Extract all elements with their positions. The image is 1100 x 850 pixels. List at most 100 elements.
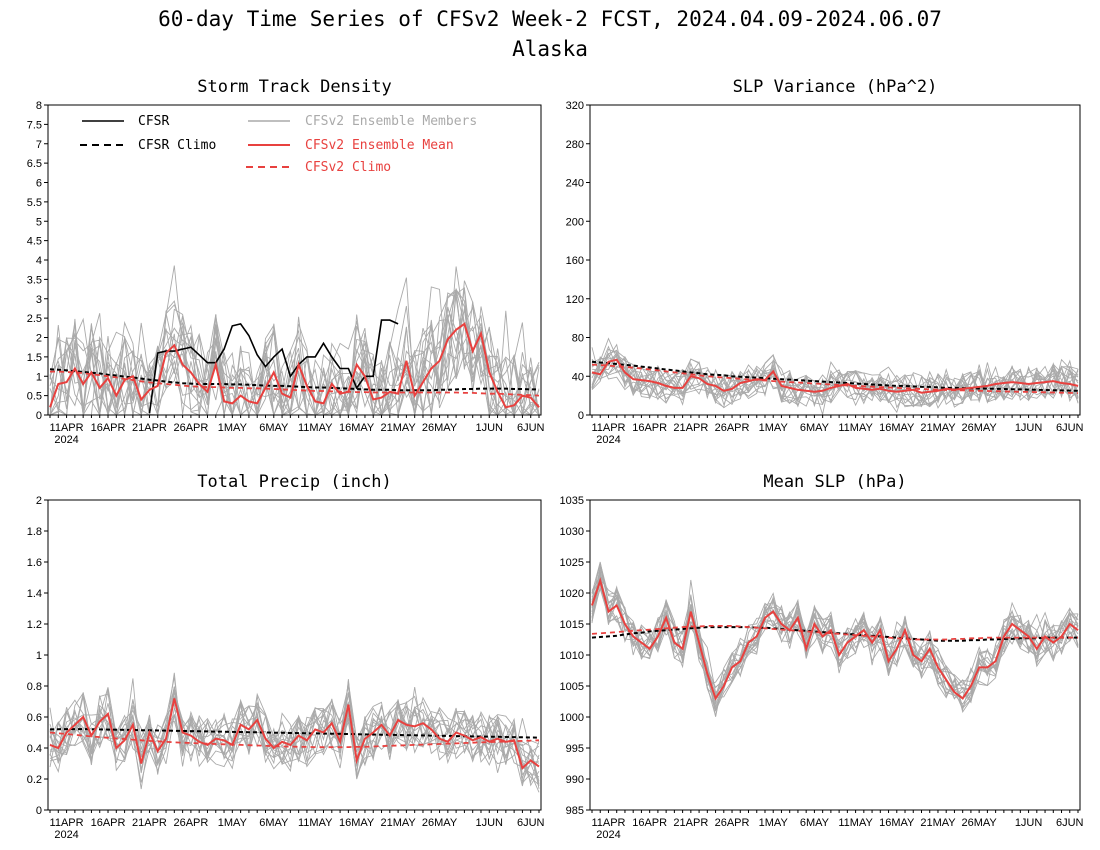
y-tick-label: 1.5 bbox=[27, 352, 42, 364]
x-tick-label: 21MAY bbox=[920, 817, 956, 829]
y-tick-label: 280 bbox=[566, 139, 584, 151]
y-tick-label: 5.5 bbox=[27, 197, 42, 209]
panel-title: Mean SLP (hPa) bbox=[763, 472, 906, 492]
ensemble-member-line bbox=[49, 687, 540, 782]
x-year-label: 2024 bbox=[596, 829, 620, 841]
y-tick-label: 1.8 bbox=[27, 526, 42, 538]
x-tick-label: 11MAY bbox=[298, 817, 333, 829]
y-tick-label: 1025 bbox=[560, 557, 584, 569]
y-tick-label: 3 bbox=[36, 294, 42, 306]
series-cfsr bbox=[148, 319, 399, 414]
figure-title: 60-day Time Series of CFSv2 Week-2 FCST,… bbox=[158, 7, 942, 31]
y-tick-label: 0 bbox=[578, 410, 584, 422]
x-tick-label: 26MAY bbox=[962, 817, 998, 829]
legend-label-members: CFSv2 Ensemble Members bbox=[305, 114, 477, 129]
y-tick-label: 320 bbox=[566, 100, 584, 112]
x-tick-label: 1JUN bbox=[476, 422, 504, 434]
series-cfsr-climo bbox=[49, 728, 540, 739]
ensemble-members bbox=[591, 337, 1079, 417]
plot-frame bbox=[47, 499, 542, 811]
y-tick-label: 5 bbox=[36, 216, 42, 228]
x-tick-label: 21APR bbox=[673, 817, 708, 829]
y-tick-label: 0 bbox=[36, 805, 42, 817]
series-cfsr-climo bbox=[49, 368, 539, 392]
y-tick-label: 3.5 bbox=[27, 274, 42, 286]
ensemble-member-line bbox=[49, 688, 540, 773]
ensemble-member-line bbox=[49, 314, 540, 417]
y-tick-label: 4.5 bbox=[27, 236, 42, 248]
panel-mean-slp: Mean SLP (hPa) 985 990 995 1000 1005 1010 1015 1… bbox=[560, 472, 1084, 841]
ensemble-member-line bbox=[49, 677, 540, 783]
x-tick-label: 1MAY bbox=[759, 817, 789, 829]
panel-slp-variance: SLP Variance (hPa^2) 0 40 80 120 160 200 240 280… bbox=[566, 77, 1084, 446]
x-tick-label: 6MAY bbox=[259, 422, 289, 434]
series-cfsv2-ensemble-mean bbox=[49, 698, 540, 770]
ensemble-member-line bbox=[49, 681, 540, 784]
x-tick-label: 11APR bbox=[50, 817, 84, 829]
y-tick-label: 80 bbox=[572, 333, 584, 345]
y-tick-label: 1010 bbox=[560, 650, 584, 662]
x-tick-label: 1MAY bbox=[759, 422, 789, 434]
series-cfsv2-ensemble-mean bbox=[49, 322, 540, 409]
series-cfsv2-climo bbox=[591, 363, 1079, 394]
y-tick-label: 1.6 bbox=[27, 557, 42, 569]
series-cfsv2-ensemble-mean bbox=[591, 358, 1079, 394]
legend-label-ensemble-mean: CFSv2 Ensemble Mean bbox=[305, 138, 454, 153]
ensemble-members bbox=[49, 672, 540, 793]
x-year-label: 2024 bbox=[54, 829, 78, 841]
y-tick-label: 1000 bbox=[560, 712, 584, 724]
y-tick-label: 8 bbox=[36, 100, 42, 112]
ensemble-member-line bbox=[591, 585, 1079, 705]
panel-total-precip: Total Precip (inch) 0 0.2 0.4 0.6 0.8 1 1.2 1.4 1… bbox=[27, 472, 545, 841]
ensemble-member-line bbox=[49, 289, 540, 417]
x-tick-label: 16MAY bbox=[339, 817, 375, 829]
x-tick-label: 21APR bbox=[673, 422, 708, 434]
x-tick-label: 16MAY bbox=[879, 422, 915, 434]
y-tick-label: 2 bbox=[36, 333, 42, 345]
x-tick-label: 6JUN bbox=[1056, 817, 1084, 829]
x-tick-label: 1MAY bbox=[218, 817, 248, 829]
series-cfsv2-climo bbox=[49, 731, 540, 749]
y-tick-label: 120 bbox=[566, 294, 584, 306]
y-tick-label: 995 bbox=[566, 743, 584, 755]
x-year-label: 2024 bbox=[596, 434, 620, 446]
y-tick-label: 990 bbox=[566, 774, 584, 786]
plot-frame bbox=[589, 499, 1081, 811]
x-tick-label: 26MAY bbox=[422, 422, 458, 434]
series-cfsv2-ensemble-mean bbox=[591, 577, 1079, 701]
y-tick-label: 1.4 bbox=[27, 588, 42, 600]
y-tick-label: 1 bbox=[36, 650, 42, 662]
x-tick-label: 21MAY bbox=[380, 817, 416, 829]
x-tick-label: 21APR bbox=[132, 422, 167, 434]
y-tick-label: 160 bbox=[566, 255, 584, 267]
x-tick-label: 1MAY bbox=[218, 422, 248, 434]
x-tick-label: 16MAY bbox=[339, 422, 375, 434]
x-tick-label: 16APR bbox=[91, 817, 126, 829]
x-tick-label: 1JUN bbox=[476, 817, 504, 829]
y-tick-label: 6 bbox=[36, 178, 42, 190]
y-tick-label: 1030 bbox=[560, 526, 584, 538]
x-tick-label: 6MAY bbox=[259, 817, 289, 829]
x-tick-label: 26APR bbox=[173, 817, 208, 829]
y-tick-label: 1015 bbox=[560, 619, 584, 631]
ensemble-member-line bbox=[591, 567, 1079, 711]
series-cfsv2-climo bbox=[50, 370, 540, 397]
y-tick-label: 0.6 bbox=[27, 712, 42, 724]
legend-label-cfsv2-climo: CFSv2 Climo bbox=[305, 160, 391, 175]
y-tick-label: 7.5 bbox=[27, 119, 42, 131]
x-tick-label: 11MAY bbox=[298, 422, 333, 434]
x-tick-label: 26APR bbox=[173, 422, 208, 434]
series-cfsr-climo bbox=[591, 626, 1078, 642]
y-tick-label: 200 bbox=[566, 216, 584, 228]
y-tick-label: 1035 bbox=[560, 495, 584, 507]
legend-label-cfsr-climo: CFSR Climo bbox=[138, 138, 216, 153]
series-cfsr-climo bbox=[591, 360, 1079, 392]
x-tick-label: 21APR bbox=[132, 817, 167, 829]
x-tick-label: 11APR bbox=[591, 817, 625, 829]
x-tick-label: 6MAY bbox=[800, 422, 830, 434]
y-tick-label: 7 bbox=[36, 139, 42, 151]
ensemble-member-line bbox=[49, 322, 540, 417]
y-tick-label: 1 bbox=[36, 371, 42, 383]
ensemble-member-line bbox=[49, 306, 540, 417]
x-tick-label: 16APR bbox=[632, 817, 667, 829]
